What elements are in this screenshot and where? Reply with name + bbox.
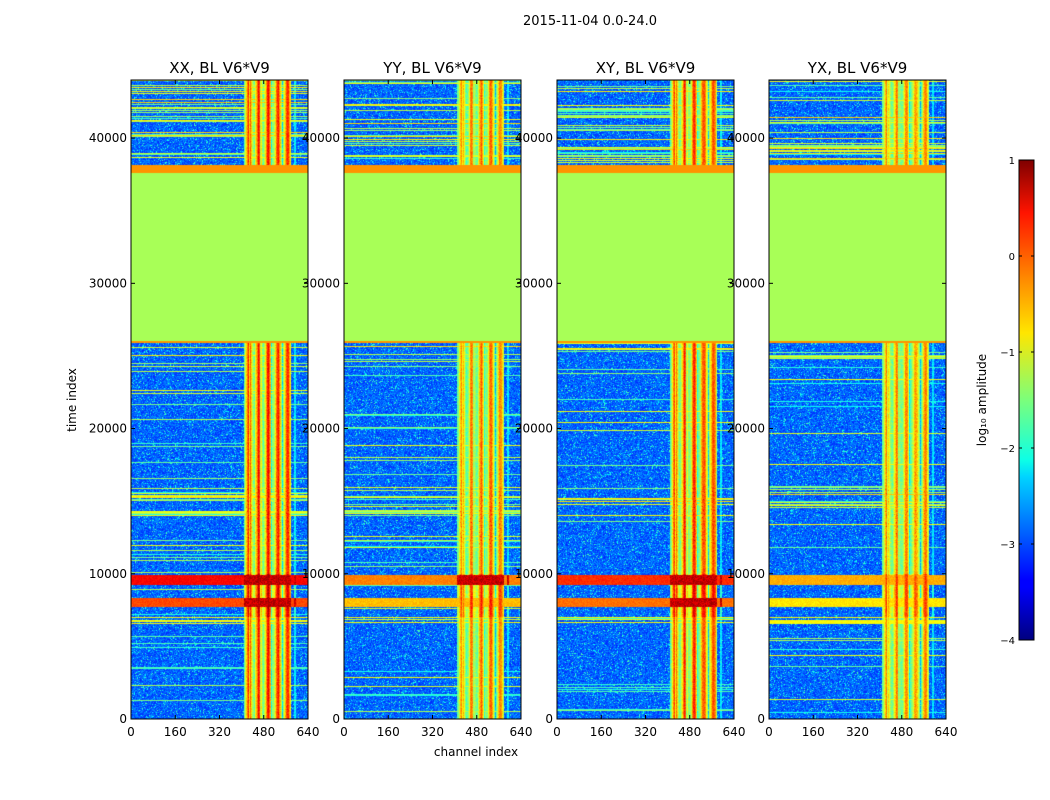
y-axis-label: time index — [65, 368, 79, 432]
figure-title: 2015-11-04 0.0-24.0 — [523, 14, 657, 29]
x-tick-label: 640 — [510, 725, 533, 739]
x-tick-label: 0 — [340, 725, 348, 739]
heatmap-image-3 — [769, 80, 946, 719]
panel-0: XX, BL V6*V9 0 160 320 480 640 0 10000 20000 3000… — [89, 59, 320, 739]
heatmap-image-0 — [131, 80, 308, 719]
x-tick-label: 160 — [164, 725, 187, 739]
colorbar — [1018, 159, 1035, 641]
x-tick-label: 320 — [846, 725, 869, 739]
colorbar-tick-label: −3 — [1000, 540, 1015, 551]
panel-2: XY, BL V6*V9 0 160 320 480 640 0 10000 20000 3000… — [515, 59, 746, 739]
y-tick-label: 20000 — [89, 422, 127, 436]
heatmap-image-1 — [344, 80, 521, 719]
y-tick-label: 0 — [757, 712, 765, 726]
x-tick-label: 0 — [127, 725, 135, 739]
y-tick-label: 40000 — [727, 131, 765, 145]
colorbar-tick-label: −1 — [1000, 348, 1015, 359]
panel-title-2: XY, BL V6*V9 — [596, 59, 696, 77]
colorbar-tick-label: −4 — [1000, 636, 1015, 647]
y-tick-label: 20000 — [302, 422, 340, 436]
y-tick-label: 30000 — [515, 276, 553, 290]
colorbar-tick-label: −2 — [1000, 444, 1015, 455]
x-tick-label: 480 — [678, 725, 701, 739]
x-tick-label: 0 — [765, 725, 773, 739]
x-axis-label: channel index — [434, 745, 518, 759]
x-tick-label: 160 — [802, 725, 825, 739]
x-tick-label: 320 — [208, 725, 231, 739]
y-tick-label: 40000 — [89, 131, 127, 145]
x-tick-label: 480 — [890, 725, 913, 739]
y-tick-label: 40000 — [302, 131, 340, 145]
y-tick-label: 10000 — [89, 567, 127, 581]
x-tick-label: 480 — [465, 725, 488, 739]
x-tick-label: 640 — [935, 725, 958, 739]
x-tick-label: 160 — [590, 725, 613, 739]
panel-title-1: YY, BL V6*V9 — [382, 59, 481, 77]
y-tick-label: 10000 — [515, 567, 553, 581]
panel-title-0: XX, BL V6*V9 — [169, 59, 270, 77]
y-tick-label: 30000 — [89, 276, 127, 290]
y-tick-label: 20000 — [515, 422, 553, 436]
x-tick-label: 320 — [421, 725, 444, 739]
heatmap-image-2 — [557, 80, 734, 719]
panel-1: YY, BL V6*V9 0 160 320 480 640 0 10000 20000 3000… — [302, 59, 533, 739]
x-tick-label: 480 — [252, 725, 275, 739]
y-tick-label: 10000 — [302, 567, 340, 581]
panel-3: YX, BL V6*V9 0 160 320 480 640 0 10000 20000 3000… — [727, 59, 958, 739]
x-tick-label: 0 — [553, 725, 561, 739]
y-tick-label: 30000 — [727, 276, 765, 290]
x-tick-label: 160 — [377, 725, 400, 739]
y-tick-label: 0 — [545, 712, 553, 726]
panel-title-3: YX, BL V6*V9 — [807, 59, 908, 77]
y-tick-label: 30000 — [302, 276, 340, 290]
x-tick-label: 640 — [297, 725, 320, 739]
colorbar-tick-label: 0 — [1009, 252, 1015, 263]
colorbar-label: log₁₀ amplitude — [975, 354, 989, 446]
x-tick-label: 640 — [723, 725, 746, 739]
y-tick-label: 20000 — [727, 422, 765, 436]
y-tick-label: 40000 — [515, 131, 553, 145]
x-tick-label: 320 — [634, 725, 657, 739]
y-tick-label: 0 — [332, 712, 340, 726]
colorbar-tick-label: 1 — [1009, 156, 1015, 167]
y-tick-label: 10000 — [727, 567, 765, 581]
y-tick-label: 0 — [119, 712, 127, 726]
